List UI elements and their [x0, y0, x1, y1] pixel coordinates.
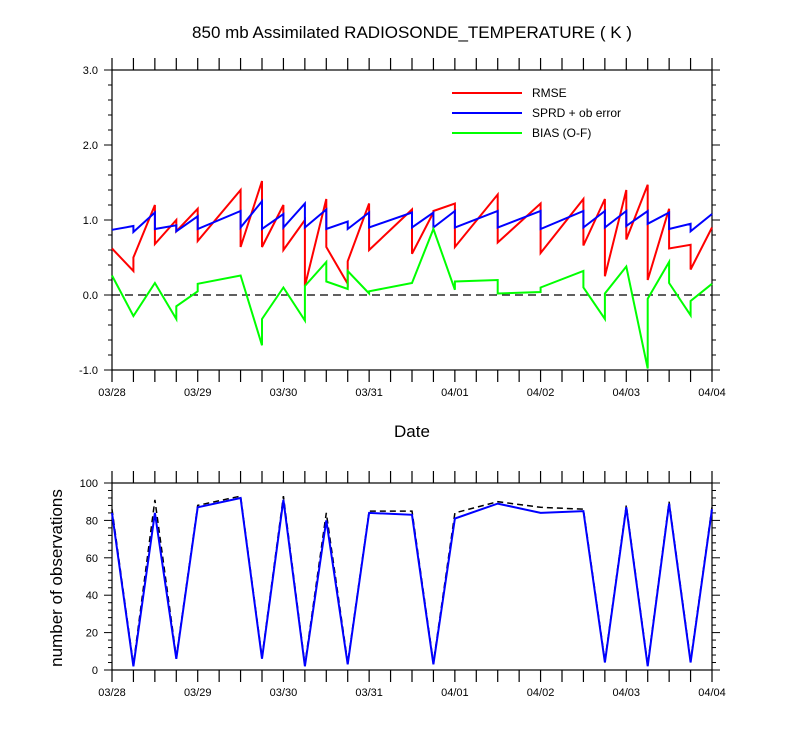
top-x-tick-label: 03/31: [355, 387, 383, 399]
y-axis-title-bottom: number of observations: [47, 489, 66, 667]
top-series-sprd-ob-error: [111, 198, 713, 235]
top-panel: 03/28 03/29 03/30 03/31 04/01 04/02 04/03 04/04…: [79, 58, 726, 399]
bottom-x-tick-label: 03/31: [355, 687, 383, 699]
top-x-tick-label: 03/28: [98, 387, 126, 399]
top-x-tick-label: 04/02: [527, 387, 555, 399]
bottom-x-tick-label: 04/02: [527, 687, 555, 699]
bottom-series-assimilated-observations: [111, 496, 713, 667]
x-axis-title: Date: [394, 422, 430, 441]
top-x-tick-label: 03/29: [184, 387, 212, 399]
top-y-tick-label: 3.0: [83, 65, 98, 77]
top-series-bias-o-f: [111, 226, 713, 369]
bottom-x-tick-label: 04/04: [698, 687, 726, 699]
legend-label: BIAS (O-F): [532, 126, 591, 140]
top-x-ticks: 03/28 03/29 03/30 03/31 04/01 04/02 04/03 04/04: [98, 58, 726, 399]
legend-label: RMSE: [532, 86, 567, 100]
legend-label: SPRD + ob error: [532, 106, 621, 120]
legend: RMSE SPRD + ob error BIAS (O-F): [452, 86, 621, 140]
bottom-y-tick-label: 20: [86, 628, 98, 640]
top-x-tick-label: 04/03: [613, 387, 641, 399]
top-x-tick-label: 03/30: [270, 387, 298, 399]
top-series-rmse: [111, 180, 713, 288]
bottom-x-tick-label: 03/28: [98, 687, 126, 699]
bottom-y-tick-label: 80: [86, 515, 98, 527]
bottom-x-ticks: 03/28 03/29 03/30 03/31 04/01 04/02 04/03 04/04: [98, 471, 726, 699]
bottom-panel: 03/28 03/29 03/30 03/31 04/01 04/02 04/03 04/04…: [80, 471, 726, 699]
top-y-tick-label: 2.0: [83, 140, 98, 152]
chart-title: 850 mb Assimilated RADIOSONDE_TEMPERATUR…: [192, 23, 632, 42]
top-y-ticks: -1.0 0.0 1.0 2.0 3.0: [79, 65, 720, 377]
bottom-x-tick-label: 04/01: [441, 687, 469, 699]
top-x-tick-label: 04/01: [441, 387, 469, 399]
bottom-x-tick-label: 03/30: [270, 687, 298, 699]
bottom-y-tick-label: 100: [80, 478, 98, 490]
bottom-x-tick-label: 04/03: [613, 687, 641, 699]
bottom-y-tick-label: 40: [86, 590, 98, 602]
bottom-x-tick-label: 03/29: [184, 687, 212, 699]
top-x-tick-label: 04/04: [698, 387, 726, 399]
bottom-y-ticks: 0 20 40 60 80 100: [80, 478, 720, 677]
top-y-tick-label: -1.0: [79, 365, 98, 377]
top-y-tick-label: 1.0: [83, 215, 98, 227]
bottom-y-tick-label: 60: [86, 553, 98, 565]
bottom-y-tick-label: 0: [92, 665, 98, 677]
top-y-tick-label: 0.0: [83, 290, 98, 302]
